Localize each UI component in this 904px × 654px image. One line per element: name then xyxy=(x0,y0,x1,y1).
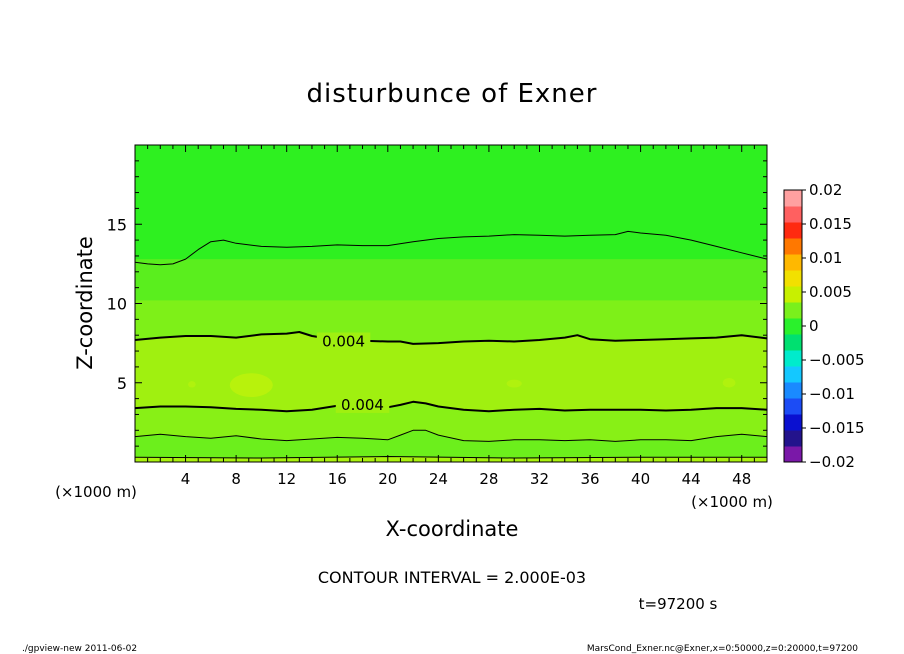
y-tick-label-10: 10 xyxy=(107,295,127,314)
colorbar-segment-3 xyxy=(784,398,802,415)
contour-line-bottom xyxy=(135,456,767,459)
contour-line-1.7km xyxy=(135,429,767,442)
colorbar-segment-13 xyxy=(784,238,802,255)
contour-line-7.7km-0.004 xyxy=(135,331,767,345)
colorbar-segment-9 xyxy=(784,302,802,319)
contour-line-12.8km xyxy=(135,230,767,266)
colorbar-segment-10 xyxy=(784,286,802,303)
colorbar-segment-11 xyxy=(784,270,802,287)
x-tick-label-28: 28 xyxy=(479,470,498,488)
colorbar xyxy=(783,189,803,463)
contour-label-bg-0 xyxy=(316,332,371,350)
colorbar-label: 0.005 xyxy=(809,283,852,301)
contour-line-3.4km-0.004 xyxy=(135,400,767,413)
fill-blob-3 xyxy=(722,377,736,388)
x-tick-label-12: 12 xyxy=(277,470,296,488)
colorbar-segment-16 xyxy=(784,190,802,207)
contour-label-1: 0.004 xyxy=(341,396,384,414)
x-tick-label-20: 20 xyxy=(378,470,397,488)
colorbar-segment-4 xyxy=(784,382,802,399)
colorbar-label: −0.005 xyxy=(809,351,865,369)
contour-label-0: 0.004 xyxy=(322,333,365,351)
colorbar-labels: 0.02 0.015 0.01 0.005 0 −0.005 −0.01 −0.015 −0.0… xyxy=(802,181,865,471)
x-tick-label-44: 44 xyxy=(682,470,701,488)
x-tick-label-8: 8 xyxy=(231,470,241,488)
fill-blob-1 xyxy=(188,381,196,388)
fill-blob-2 xyxy=(506,379,522,388)
x-tick-label-36: 36 xyxy=(580,470,599,488)
colorbar-segment-5 xyxy=(784,366,802,383)
y-axis: 5 10 15 xyxy=(107,160,767,447)
colorbar-segment-1 xyxy=(784,430,802,447)
colorbar-label: −0.02 xyxy=(809,453,855,471)
colorbar-segment-6 xyxy=(784,350,802,367)
y-tick-label-5: 5 xyxy=(117,374,127,393)
y-unit-label: (×1000 m) xyxy=(55,483,137,501)
colorbar-segment-15 xyxy=(784,206,802,223)
contour-lines xyxy=(135,230,767,459)
colorbar-label: 0 xyxy=(809,317,819,335)
fill-blob-0 xyxy=(229,373,273,398)
chart-title: disturbunce of Exner xyxy=(307,79,598,109)
contour-labels: 0.004 0.004 xyxy=(316,332,390,414)
x-tick-label-40: 40 xyxy=(631,470,650,488)
footer-left: ./gpview-new 2011-06-02 xyxy=(22,644,137,654)
colorbar-segment-0 xyxy=(784,446,802,463)
colorbar-segment-14 xyxy=(784,222,802,239)
colorbar-label: −0.01 xyxy=(809,385,855,403)
x-unit-label: (×1000 m) xyxy=(691,493,773,511)
colorbar-segment-12 xyxy=(784,254,802,271)
colorbar-label: 0.01 xyxy=(809,249,842,267)
colorbar-label: 0.02 xyxy=(809,181,842,199)
plot-area xyxy=(135,145,767,462)
x-tick-label-4: 4 xyxy=(181,470,191,488)
y-tick-label-15: 15 xyxy=(107,215,127,234)
contour-label-bg-1 xyxy=(335,395,390,413)
fill-band-5 xyxy=(135,430,767,462)
colorbar-segment-2 xyxy=(784,414,802,431)
colorbar-label: 0.015 xyxy=(809,215,852,233)
colorbar-label: −0.015 xyxy=(809,419,865,437)
x-tick-label-48: 48 xyxy=(732,470,751,488)
y-axis-label: Z-coordinate xyxy=(73,236,97,370)
x-axis: 4 8 12 16 20 24 28 32 36 40 44 48 xyxy=(147,145,755,488)
x-axis-label: X-coordinate xyxy=(386,517,519,541)
time-text: t=97200 s xyxy=(639,595,718,613)
colorbar-segment-7 xyxy=(784,334,802,351)
colorbar-segment-8 xyxy=(784,318,802,335)
contour-interval-text: CONTOUR INTERVAL = 2.000E-03 xyxy=(318,568,586,587)
x-tick-label-32: 32 xyxy=(530,470,549,488)
footer-right: MarsCond_Exner.nc@Exner,x=0:50000,z=0:20… xyxy=(587,644,858,654)
x-tick-label-24: 24 xyxy=(429,470,448,488)
x-tick-label-16: 16 xyxy=(328,470,347,488)
